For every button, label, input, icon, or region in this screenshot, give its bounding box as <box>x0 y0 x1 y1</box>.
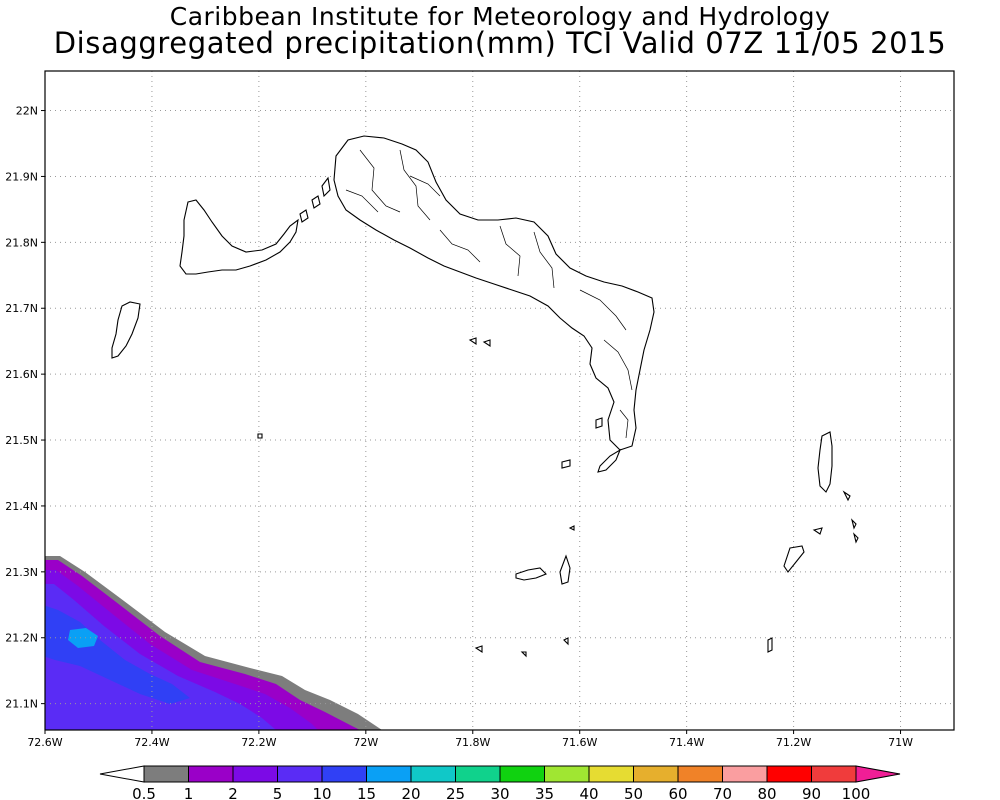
rain-contour-15mm <box>68 628 98 648</box>
colorbar-label: 25 <box>446 785 465 800</box>
cay-salt-2 <box>767 637 773 653</box>
colorbar: 0.5 1 2 5 10 15 20 25 30 35 40 50 60 70 80 90 100 <box>99 765 901 800</box>
rain-contour-5mm <box>45 584 276 730</box>
cay-small-1 <box>468 337 477 346</box>
longitude-labels: 72.6W 72.4W 72.2W 72W 71.8W 71.6W 71.4W 71.2W 71… <box>27 730 913 749</box>
lon-tick-label: 72.6W <box>27 736 62 749</box>
lat-tick-label: 21.3N <box>5 566 38 579</box>
graticule <box>45 71 954 730</box>
latitude-labels: 22N 21.9N 21.8N 21.7N 21.6N 21.5N 21.4N 21.3N 21… <box>5 105 45 711</box>
cay-grand-turk-2 <box>850 518 857 530</box>
cay-sw-3 <box>563 637 569 646</box>
colorbar-label: 10 <box>312 785 331 800</box>
colorbar-swatch <box>143 765 189 783</box>
lat-tick-label: 21.6N <box>5 368 38 381</box>
cay-fort-george <box>321 176 331 198</box>
colorbar-swatch <box>633 765 679 783</box>
colorbar-under-triangle <box>99 765 145 783</box>
lon-tick-label: 72.4W <box>134 736 169 749</box>
colorbar-swatch <box>366 765 412 783</box>
cay-small-3 <box>257 433 263 439</box>
colorbar-label: 20 <box>401 785 420 800</box>
island-salt-cay <box>783 545 805 573</box>
lon-tick-label: 71.2W <box>776 736 811 749</box>
cay-grand-turk-1 <box>842 490 851 502</box>
island-big-ambergris <box>515 567 547 581</box>
lat-tick-label: 21.5N <box>5 434 38 447</box>
colorbar-swatch <box>499 765 545 783</box>
district-boundaries <box>345 149 633 439</box>
colorbar-label: 80 <box>757 785 776 800</box>
colorbar-swatch <box>321 765 367 783</box>
cay-grand-turk-3 <box>852 532 859 544</box>
colorbar-label: 15 <box>357 785 376 800</box>
colorbar-swatch <box>232 765 278 783</box>
lat-tick-label: 22N <box>16 105 38 118</box>
colorbar-label: 50 <box>624 785 643 800</box>
plot-frame <box>44 70 955 731</box>
lat-tick-label: 21.4N <box>5 500 38 513</box>
island-south-caicos <box>597 448 622 473</box>
cay-salt-1 <box>812 527 823 535</box>
colorbar-swatch <box>811 765 857 783</box>
island-little-ambergris <box>559 554 571 585</box>
lon-tick-label: 71.6W <box>562 736 597 749</box>
colorbar-label: 60 <box>668 785 687 800</box>
cay-sw-1 <box>474 645 483 654</box>
title-line-1: Caribbean Institute for Meteorology and … <box>169 2 831 31</box>
island-grand-turk <box>817 431 833 493</box>
colorbar-label: 70 <box>713 785 732 800</box>
lat-tick-label: 21.9N <box>5 170 38 183</box>
colorbar-swatch <box>455 765 501 783</box>
colorbar-swatch <box>722 765 768 783</box>
colorbar-label: 2 <box>228 785 238 800</box>
colorbar-swatch <box>544 765 590 783</box>
lon-tick-label: 71.4W <box>669 736 704 749</box>
colorbar-swatch <box>410 765 456 783</box>
lat-tick-label: 21.1N <box>5 698 38 711</box>
rain-field <box>45 556 382 730</box>
colorbar-label: 35 <box>535 785 554 800</box>
island-providenciales <box>179 199 299 275</box>
cay-parrot <box>299 209 309 223</box>
colorbar-label: 40 <box>579 785 598 800</box>
lat-tick-label: 21.7N <box>5 302 38 315</box>
lon-tick-label: 72.2W <box>241 736 276 749</box>
cay-small-2 <box>482 339 491 348</box>
colorbar-swatch <box>766 765 812 783</box>
land-outlines <box>111 135 859 658</box>
colorbar-label: 100 <box>842 785 871 800</box>
colorbar-label: 0.5 <box>132 785 156 800</box>
island-west-caicos <box>111 301 141 359</box>
cay-pine <box>311 195 321 209</box>
colorbar-swatch <box>277 765 323 783</box>
lon-tick-label: 72W <box>353 736 378 749</box>
colorbar-label: 30 <box>490 785 509 800</box>
title-line-2: Disaggregated precipitation(mm) TCI Vali… <box>53 26 947 60</box>
island-north-middle-east-caicos <box>333 135 655 451</box>
lon-tick-label: 71.8W <box>455 736 490 749</box>
colorbar-label: 5 <box>273 785 283 800</box>
colorbar-label: 1 <box>184 785 194 800</box>
cay-ambergris-small <box>568 525 575 531</box>
cay-south-1 <box>595 417 603 429</box>
colorbar-label: 90 <box>802 785 821 800</box>
lon-tick-label: 71W <box>888 736 913 749</box>
colorbar-swatch <box>677 765 723 783</box>
cay-sw-2 <box>520 651 527 658</box>
colorbar-swatch <box>588 765 634 783</box>
lat-tick-label: 21.2N <box>5 632 38 645</box>
colorbar-swatch <box>188 765 234 783</box>
cay-south-2 <box>561 459 571 469</box>
colorbar-over-triangle <box>855 765 901 783</box>
lat-tick-label: 21.8N <box>5 236 38 249</box>
